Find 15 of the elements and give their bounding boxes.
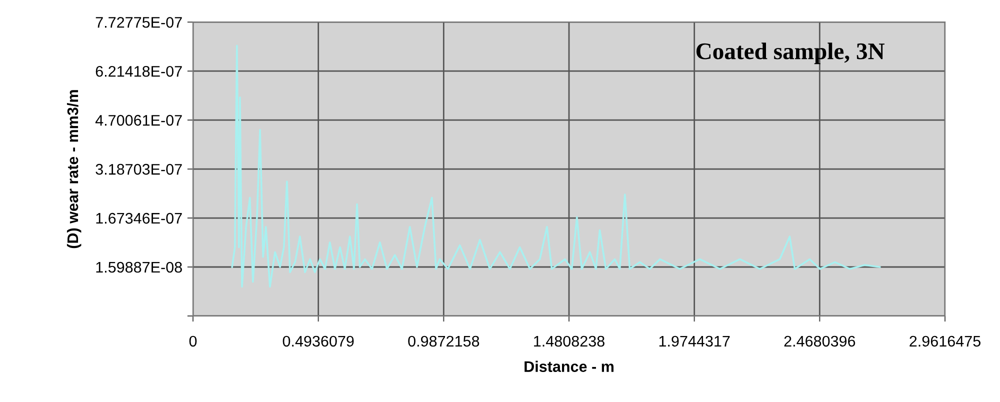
y-tick-label: 7.72775E-07 (96, 16, 182, 28)
x-tick-label: 2.4680396 (784, 336, 856, 347)
x-tick-label: 1.4808238 (534, 336, 604, 347)
y-tick-label: 1.67346E-07 (96, 212, 182, 224)
x-tick-label: 1.9744317 (659, 336, 730, 347)
x-tick-label: 2.9616475 (910, 336, 980, 347)
y-tick-label: 4.70061E-07 (95, 114, 182, 126)
y-tick-label: 6.21418E-07 (96, 66, 182, 77)
x-tick-label: 0.4936079 (282, 336, 354, 347)
x-axis-title: Distance - m (524, 360, 614, 372)
y-axis-title: (D) wear rate - mm3/m (66, 90, 82, 248)
y-tick-label: 1.59887E-08 (96, 262, 182, 273)
x-tick-label: 0 (189, 336, 197, 347)
x-tick-label: 0.9872158 (408, 336, 480, 347)
y-tick-label: 3.18703E-07 (96, 164, 182, 175)
